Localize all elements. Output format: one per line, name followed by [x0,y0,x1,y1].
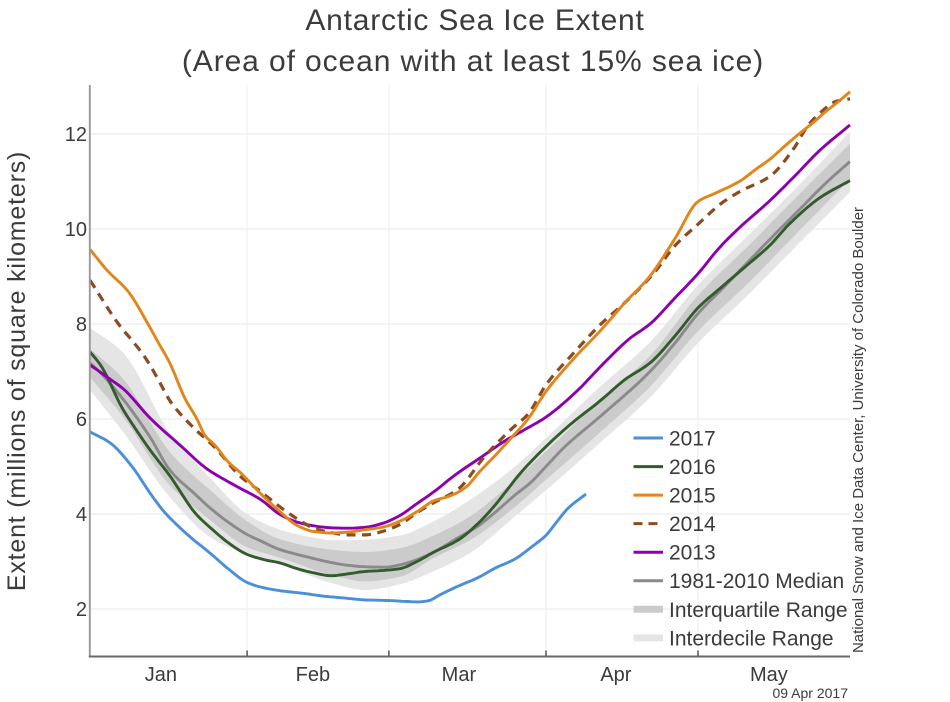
svg-text:2015: 2015 [669,485,716,508]
svg-text:2016: 2016 [669,456,716,479]
svg-text:Apr: Apr [600,664,631,686]
svg-text:2013: 2013 [669,542,716,565]
svg-text:(Area of ocean with at least 1: (Area of ocean with at least 15% sea ice… [182,45,764,78]
svg-text:Antarctic Sea Ice Extent: Antarctic Sea Ice Extent [305,4,644,37]
svg-text:Jan: Jan [145,664,177,686]
svg-text:Mar: Mar [442,664,477,686]
svg-text:4: 4 [76,504,87,526]
svg-text:May: May [750,664,788,686]
svg-text:8: 8 [76,314,87,336]
svg-text:Interdecile Range: Interdecile Range [669,627,834,650]
svg-text:2014: 2014 [669,513,716,536]
svg-text:2: 2 [76,599,87,621]
svg-text:10: 10 [65,219,87,241]
svg-text:Feb: Feb [296,664,330,686]
svg-text:2017: 2017 [669,428,716,451]
svg-text:Extent (millions of square kil: Extent (millions of square kilometers) [3,151,31,591]
svg-text:1981-2010 Median: 1981-2010 Median [669,570,844,593]
svg-text:09 Apr 2017: 09 Apr 2017 [772,685,848,701]
svg-text:Interquartile Range: Interquartile Range [669,599,848,622]
svg-text:6: 6 [76,409,87,431]
svg-text:National Snow and Ice Data Cen: National Snow and Ice Data Center, Unive… [850,207,867,653]
svg-text:12: 12 [65,124,87,146]
